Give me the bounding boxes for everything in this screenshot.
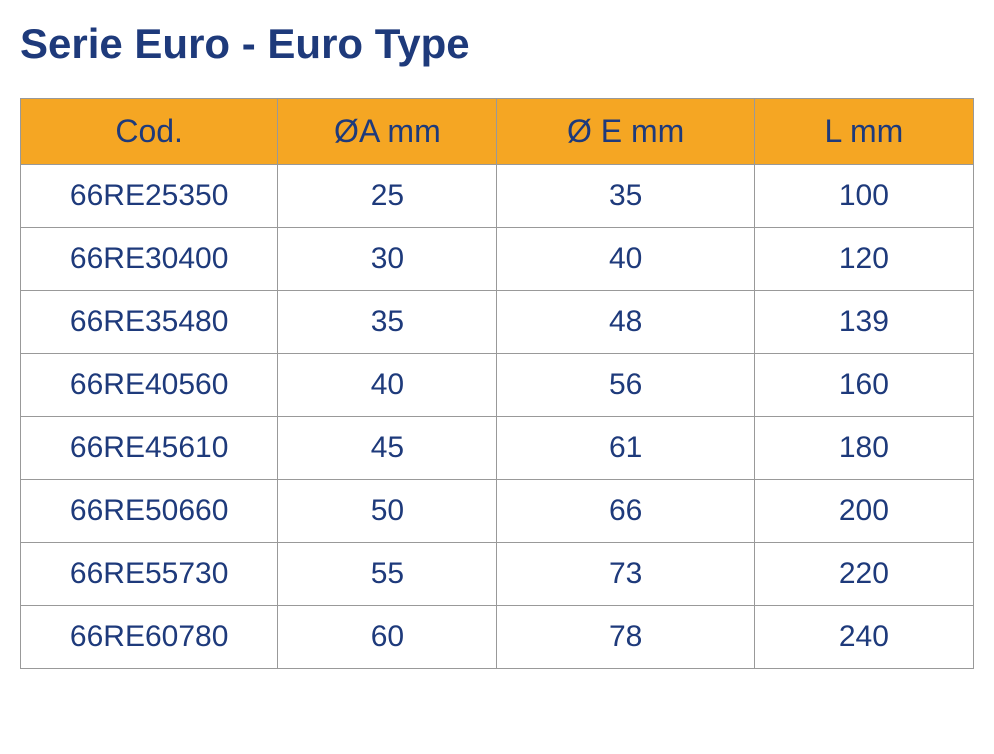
cell-l: 220 [754,543,973,606]
cell-a: 40 [278,354,497,417]
cell-cod: 66RE55730 [21,543,278,606]
cell-e: 66 [497,480,754,543]
cell-cod: 66RE60780 [21,606,278,669]
table-row: 66RE55730 55 73 220 [21,543,974,606]
cell-l: 120 [754,228,973,291]
cell-cod: 66RE50660 [21,480,278,543]
table-row: 66RE40560 40 56 160 [21,354,974,417]
cell-l: 160 [754,354,973,417]
cell-a: 55 [278,543,497,606]
cell-a: 45 [278,417,497,480]
col-header-e: Ø E mm [497,99,754,165]
col-header-l: L mm [754,99,973,165]
cell-cod: 66RE45610 [21,417,278,480]
cell-e: 56 [497,354,754,417]
cell-a: 60 [278,606,497,669]
cell-l: 180 [754,417,973,480]
table-row: 66RE50660 50 66 200 [21,480,974,543]
cell-e: 78 [497,606,754,669]
cell-l: 139 [754,291,973,354]
table-row: 66RE25350 25 35 100 [21,165,974,228]
table-header-row: Cod. ØA mm Ø E mm L mm [21,99,974,165]
cell-l: 200 [754,480,973,543]
table-row: 66RE60780 60 78 240 [21,606,974,669]
cell-a: 35 [278,291,497,354]
cell-l: 240 [754,606,973,669]
cell-cod: 66RE40560 [21,354,278,417]
cell-e: 40 [497,228,754,291]
cell-a: 30 [278,228,497,291]
cell-cod: 66RE35480 [21,291,278,354]
table-row: 66RE35480 35 48 139 [21,291,974,354]
table-row: 66RE45610 45 61 180 [21,417,974,480]
cell-a: 25 [278,165,497,228]
page-title: Serie Euro - Euro Type [20,20,974,68]
specs-table: Cod. ØA mm Ø E mm L mm 66RE25350 25 35 1… [20,98,974,669]
cell-l: 100 [754,165,973,228]
cell-e: 48 [497,291,754,354]
table-body: 66RE25350 25 35 100 66RE30400 30 40 120 … [21,165,974,669]
cell-cod: 66RE25350 [21,165,278,228]
cell-a: 50 [278,480,497,543]
cell-e: 73 [497,543,754,606]
col-header-a: ØA mm [278,99,497,165]
cell-e: 35 [497,165,754,228]
cell-cod: 66RE30400 [21,228,278,291]
col-header-cod: Cod. [21,99,278,165]
cell-e: 61 [497,417,754,480]
table-row: 66RE30400 30 40 120 [21,228,974,291]
